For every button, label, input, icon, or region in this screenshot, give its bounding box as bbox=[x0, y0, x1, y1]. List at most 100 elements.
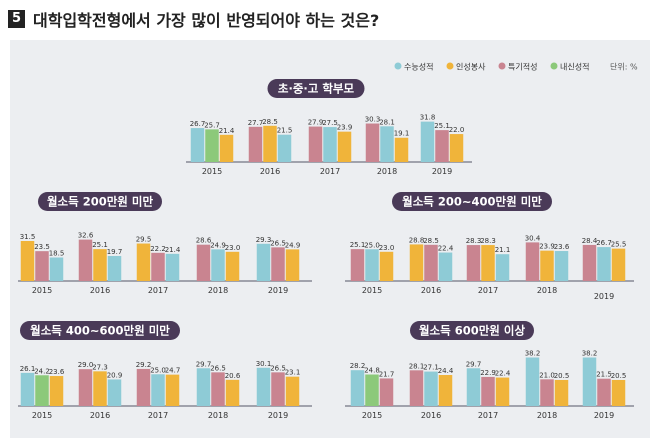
data-label: 28.4 bbox=[582, 237, 598, 245]
bar-인성봉사 bbox=[285, 376, 300, 406]
x-tick-label: 2019 bbox=[594, 411, 614, 420]
bar-인성봉사 bbox=[225, 251, 240, 281]
unit-label: 단위: % bbox=[610, 62, 638, 72]
bar-인성봉사 bbox=[219, 134, 234, 162]
data-label: 29.2 bbox=[136, 361, 152, 369]
bar-인성봉사 bbox=[93, 249, 107, 281]
data-label: 28.2 bbox=[350, 362, 366, 370]
data-label: 23.6 bbox=[554, 243, 570, 251]
bar-특기적성 bbox=[308, 126, 323, 162]
bar-특기적성 bbox=[211, 372, 225, 406]
bar-수능성적 bbox=[190, 128, 205, 162]
data-label: 21.1 bbox=[495, 246, 511, 254]
data-label: 22.0 bbox=[449, 126, 465, 134]
bar-수능성적 bbox=[107, 255, 122, 281]
data-label: 28.1 bbox=[379, 118, 395, 126]
bar-인성봉사 bbox=[449, 134, 464, 162]
section-number: 5 bbox=[8, 10, 25, 28]
bar-인성봉사 bbox=[554, 379, 569, 406]
bar-특기적성 bbox=[35, 251, 49, 281]
x-tick-label: 2017 bbox=[148, 411, 168, 420]
bar-특기적성 bbox=[136, 368, 151, 406]
bar-수능성적 bbox=[554, 251, 569, 281]
bar-특기적성 bbox=[365, 123, 380, 162]
data-label: 27.9 bbox=[308, 119, 324, 127]
x-tick-label: 2015 bbox=[32, 411, 52, 420]
x-tick-label: 2017 bbox=[320, 167, 340, 176]
bar-특기적성 bbox=[582, 244, 597, 281]
bar-특기적성 bbox=[379, 378, 394, 406]
data-label: 29.7 bbox=[466, 360, 482, 368]
data-label: 20.5 bbox=[554, 372, 570, 380]
data-label: 27.1 bbox=[423, 364, 439, 372]
data-label: 25.7 bbox=[204, 121, 220, 129]
chart-title: 월소득 200만원 미만 bbox=[47, 195, 153, 209]
data-label: 26.7 bbox=[596, 239, 612, 247]
chart-title-pill bbox=[20, 321, 180, 340]
bar-특기적성 bbox=[78, 369, 93, 406]
bar-인성봉사 bbox=[495, 377, 510, 406]
legend-label: 내신성적 bbox=[560, 62, 589, 72]
data-label: 23.0 bbox=[379, 244, 395, 252]
chart-title-pill bbox=[392, 192, 552, 211]
bar-인성봉사 bbox=[438, 375, 453, 406]
bar-특기적성 bbox=[196, 244, 211, 281]
x-tick-label: 2017 bbox=[478, 286, 498, 295]
chart-title-pill bbox=[38, 192, 162, 211]
bar-인성봉사 bbox=[20, 240, 35, 281]
bar-특기적성 bbox=[466, 245, 481, 281]
bar-수능성적 bbox=[350, 370, 365, 406]
data-label: 25.1 bbox=[434, 122, 450, 130]
data-label: 32.6 bbox=[78, 232, 94, 240]
bar-인성봉사 bbox=[285, 249, 300, 281]
x-tick-label: 2019 bbox=[268, 286, 288, 295]
data-label: 26.5 bbox=[210, 364, 226, 372]
x-tick-label: 2017 bbox=[478, 411, 498, 420]
data-label: 26.1 bbox=[20, 365, 36, 373]
x-tick-label: 2015 bbox=[202, 167, 222, 176]
bar-인성봉사 bbox=[49, 376, 64, 406]
data-label: 28.3 bbox=[480, 237, 496, 245]
data-label: 22.4 bbox=[495, 370, 511, 378]
data-label: 24.7 bbox=[165, 367, 181, 375]
data-label: 26.5 bbox=[270, 364, 286, 372]
data-label: 25.0 bbox=[364, 241, 380, 249]
x-tick-label: 2018 bbox=[208, 286, 228, 295]
x-tick-label: 2019 bbox=[594, 292, 614, 301]
data-label: 24.2 bbox=[34, 367, 50, 375]
x-tick-label: 2016 bbox=[260, 167, 280, 176]
data-label: 23.9 bbox=[539, 243, 555, 251]
x-tick-label: 2018 bbox=[208, 411, 228, 420]
data-label: 18.5 bbox=[49, 250, 65, 258]
legend-marker bbox=[394, 62, 402, 70]
bar-인성봉사 bbox=[225, 379, 240, 406]
chart-title-pill bbox=[410, 321, 534, 340]
bar-내신성적 bbox=[205, 129, 219, 162]
x-tick-label: 2019 bbox=[268, 411, 288, 420]
data-label: 26.7 bbox=[190, 120, 206, 128]
chart-title-pill bbox=[267, 79, 365, 98]
data-label: 19.7 bbox=[107, 248, 123, 256]
x-tick-label: 2016 bbox=[90, 286, 110, 295]
bar-특기적성 bbox=[597, 378, 611, 406]
data-label: 25.1 bbox=[92, 241, 108, 249]
data-label: 21.4 bbox=[219, 127, 235, 135]
bar-특기적성 bbox=[271, 372, 285, 406]
bar-수능성적 bbox=[196, 368, 211, 406]
title-text: 대학입학전형에서 가장 많이 반영되어야 하는 것은? bbox=[33, 11, 380, 30]
data-label: 38.2 bbox=[525, 349, 541, 357]
data-label: 23.6 bbox=[49, 368, 65, 376]
bar-특기적성 bbox=[435, 130, 449, 162]
data-label: 20.6 bbox=[225, 372, 241, 380]
chart-title: 월소득 200~400만원 미만 bbox=[402, 195, 542, 209]
data-label: 28.5 bbox=[262, 118, 278, 126]
bar-수능성적 bbox=[20, 372, 35, 406]
bar-수능성적 bbox=[525, 357, 540, 406]
bar-수능성적 bbox=[151, 374, 165, 406]
bar-인성봉사 bbox=[409, 244, 424, 281]
bar-특기적성 bbox=[271, 247, 285, 281]
legend-label: 특기적성 bbox=[508, 62, 537, 72]
data-label: 21.5 bbox=[277, 127, 293, 135]
